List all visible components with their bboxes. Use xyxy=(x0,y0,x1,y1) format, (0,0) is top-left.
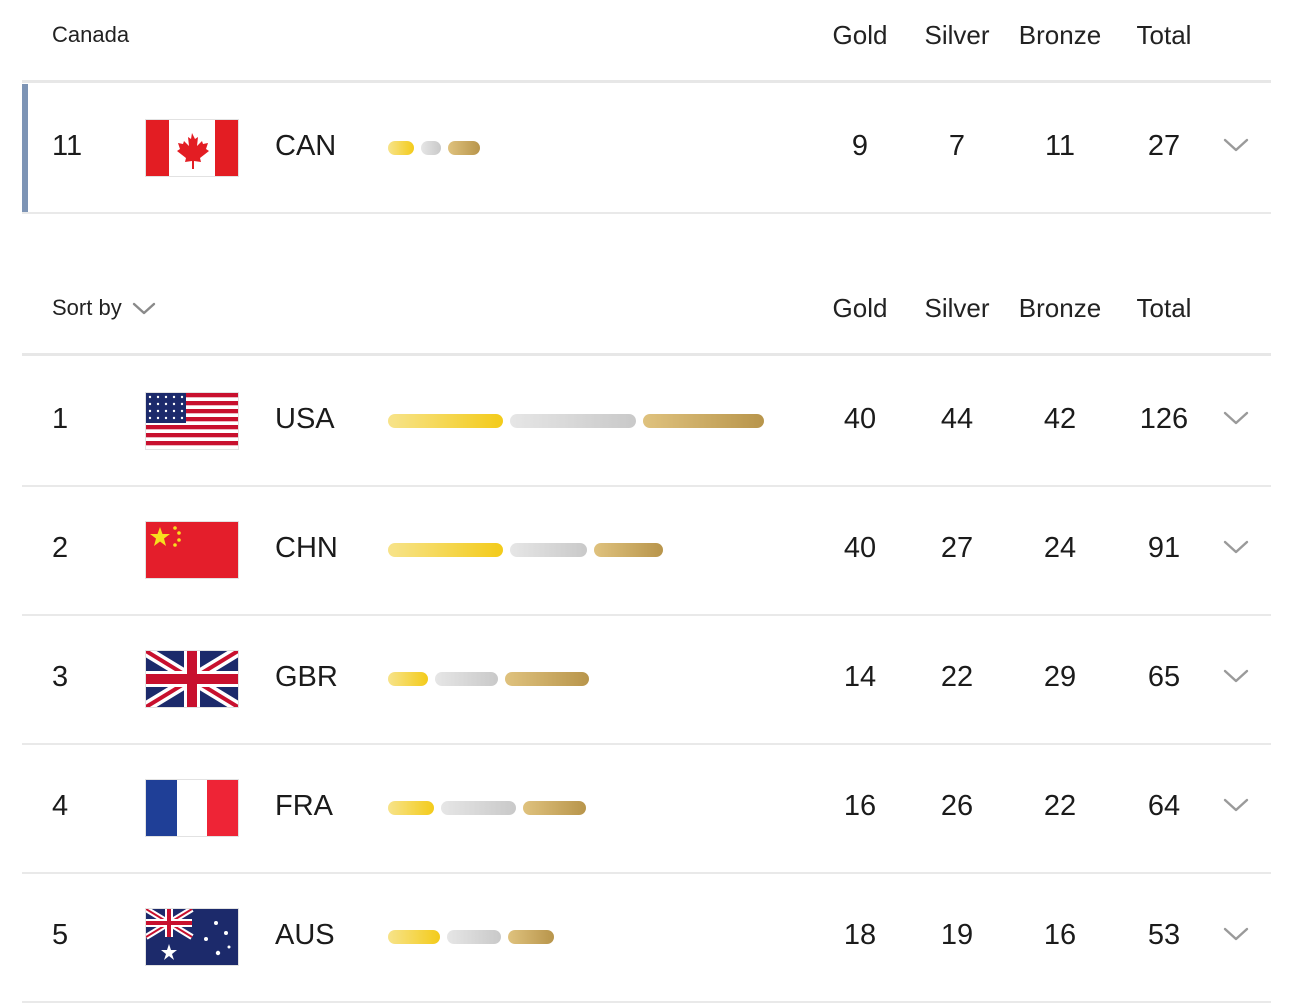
column-header-gold: Gold xyxy=(832,20,888,50)
column-header-silver[interactable]: Silver xyxy=(924,293,990,323)
uk-flag-icon xyxy=(146,651,238,707)
silver-bar xyxy=(446,930,502,944)
total-count: 64 xyxy=(1147,790,1181,822)
usa-flag-icon xyxy=(146,393,238,449)
gold-count: 16 xyxy=(843,790,877,822)
rank: 11 xyxy=(52,130,83,162)
silver-bar xyxy=(440,801,516,815)
bronze-count: 11 xyxy=(1044,130,1076,162)
table-row[interactable]: 3 GBR 14 22 29 65 xyxy=(22,615,1271,745)
column-header-total[interactable]: Total xyxy=(1136,293,1192,323)
sort-by-dropdown[interactable]: Sort by xyxy=(52,295,156,321)
country-code: GBR xyxy=(275,661,338,693)
chevron-down-icon xyxy=(132,302,155,315)
gold-bar xyxy=(388,414,503,428)
france-flag-icon xyxy=(146,780,238,836)
bronze-bar xyxy=(505,672,589,686)
rank: 5 xyxy=(52,919,69,951)
chevron-down-icon[interactable] xyxy=(1222,923,1250,945)
bronze-bar xyxy=(594,543,664,557)
gold-count: 14 xyxy=(843,661,877,693)
gold-bar xyxy=(388,672,429,686)
country-code: CHN xyxy=(275,532,338,564)
chevron-down-icon[interactable] xyxy=(1222,536,1250,558)
silver-count: 22 xyxy=(940,661,974,693)
country-code: CAN xyxy=(275,130,337,162)
chevron-down-icon[interactable] xyxy=(1222,407,1250,429)
table-header: Sort by Gold Silver Bronze Total xyxy=(22,273,1271,356)
silver-count: 26 xyxy=(940,790,974,822)
bronze-count: 22 xyxy=(1043,790,1077,822)
chevron-down-icon[interactable] xyxy=(1222,794,1250,816)
rank: 2 xyxy=(52,532,69,564)
silver-count: 7 xyxy=(948,130,966,162)
silver-count: 27 xyxy=(940,532,974,564)
rank: 1 xyxy=(52,403,69,435)
silver-bar xyxy=(509,414,637,428)
gold-count: 9 xyxy=(851,130,869,162)
silver-count: 44 xyxy=(940,403,974,435)
featured-header: Canada Gold Silver Bronze Total xyxy=(22,0,1271,83)
bronze-count: 29 xyxy=(1043,661,1077,693)
chevron-down-icon[interactable] xyxy=(1222,134,1250,156)
gold-bar xyxy=(388,801,434,815)
bronze-count: 42 xyxy=(1043,403,1077,435)
bronze-bar xyxy=(508,930,555,944)
bronze-count: 16 xyxy=(1043,919,1077,951)
total-count: 126 xyxy=(1139,403,1189,435)
silver-bar xyxy=(420,141,441,155)
column-header-silver: Silver xyxy=(924,20,990,50)
silver-count: 19 xyxy=(940,919,974,951)
table-row[interactable]: 1 USA 40 44 42 126 xyxy=(22,357,1271,487)
featured-country-label: Canada xyxy=(52,22,130,47)
china-flag-icon xyxy=(146,522,238,578)
total-count: 27 xyxy=(1147,130,1181,162)
canada-flag-icon xyxy=(146,120,238,176)
gold-bar xyxy=(388,543,503,557)
column-header-gold[interactable]: Gold xyxy=(832,293,888,323)
table-row[interactable]: 5 AUS 18 19 16 53 xyxy=(22,873,1271,1003)
gold-bar xyxy=(388,930,440,944)
bronze-bar xyxy=(447,141,480,155)
chevron-down-icon[interactable] xyxy=(1222,665,1250,687)
country-code: AUS xyxy=(275,919,335,951)
rank: 3 xyxy=(52,661,69,693)
gold-count: 40 xyxy=(843,403,877,435)
total-count: 65 xyxy=(1147,661,1181,693)
silver-bar xyxy=(435,672,499,686)
column-header-bronze: Bronze xyxy=(1018,20,1102,50)
column-header-total: Total xyxy=(1136,20,1192,50)
gold-count: 40 xyxy=(843,532,877,564)
country-code: FRA xyxy=(275,790,333,822)
sort-by-label: Sort by xyxy=(52,295,122,320)
gold-count: 18 xyxy=(843,919,877,951)
australia-flag-icon xyxy=(146,909,238,965)
bronze-bar xyxy=(522,801,586,815)
bronze-count: 24 xyxy=(1043,532,1077,564)
silver-bar xyxy=(509,543,588,557)
bronze-bar xyxy=(643,414,764,428)
table-row[interactable]: 2 CHN 40 27 24 91 xyxy=(22,486,1271,616)
total-count: 91 xyxy=(1147,532,1181,564)
table-row[interactable]: 4 FRA 16 26 22 64 xyxy=(22,744,1271,874)
column-header-bronze[interactable]: Bronze xyxy=(1018,293,1102,323)
country-code: USA xyxy=(275,403,335,435)
total-count: 53 xyxy=(1147,919,1181,951)
gold-bar xyxy=(388,141,414,155)
featured-country-row[interactable]: 11 CAN 9 7 11 27 xyxy=(22,84,1271,214)
rank: 4 xyxy=(52,790,69,822)
